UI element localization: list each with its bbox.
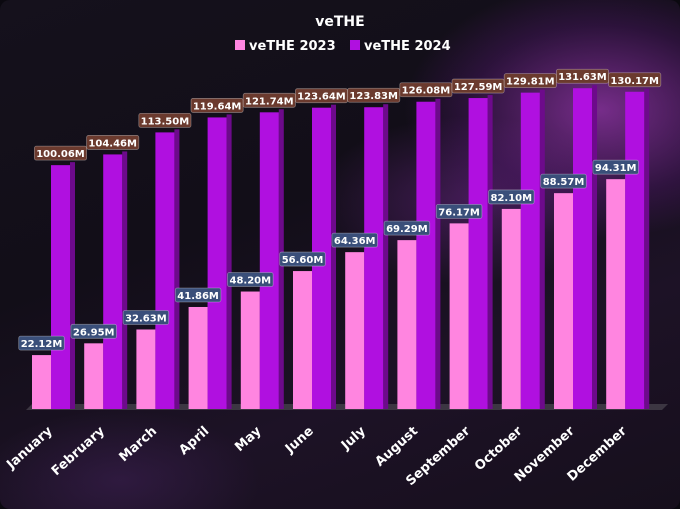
bar-side xyxy=(539,89,545,409)
bar-side xyxy=(174,129,180,409)
data-label: 94.31M xyxy=(595,163,637,174)
bar xyxy=(32,355,51,409)
data-label: 56.60M xyxy=(282,255,324,266)
data-label: 88.57M xyxy=(543,177,585,188)
bar xyxy=(136,329,156,409)
data-label: 32.63M xyxy=(125,313,167,324)
legend: veTHE 2023 veTHE 2024 xyxy=(235,39,451,54)
data-label: 100.06M xyxy=(36,149,85,160)
bar xyxy=(468,98,488,409)
data-label-box xyxy=(451,78,505,94)
x-tick-label: April xyxy=(176,424,212,458)
legend-label-2024: veTHE 2024 xyxy=(364,39,451,54)
data-label: 130.17M xyxy=(610,76,659,87)
bar-side xyxy=(331,104,336,409)
data-label-box xyxy=(608,72,662,88)
data-label: 119.64M xyxy=(193,101,242,112)
data-label: 131.63M xyxy=(558,72,607,83)
bar-side xyxy=(487,95,493,409)
data-label: 123.64M xyxy=(297,92,346,103)
data-label: 48.20M xyxy=(230,276,272,287)
data-label-box xyxy=(227,272,274,287)
data-label: 113.50M xyxy=(141,116,190,127)
data-label-box xyxy=(18,335,65,351)
data-label: 64.36M xyxy=(334,236,376,247)
data-label: 126.08M xyxy=(402,86,451,97)
data-labels: 22.12M 100.06M 26.95M 104.46M 32.63M 113.50M 4… xyxy=(18,68,662,351)
data-label-box xyxy=(279,251,326,267)
x-tick-label: March xyxy=(117,424,161,465)
data-label: 41.86M xyxy=(177,291,219,302)
bar xyxy=(625,91,645,410)
legend-swatch-2023 xyxy=(235,40,245,50)
x-tick-label: January xyxy=(3,423,56,472)
data-label-box xyxy=(347,87,401,103)
bar xyxy=(501,208,521,409)
bar xyxy=(416,101,436,409)
data-label-box xyxy=(138,112,192,128)
bar xyxy=(84,343,104,409)
bar xyxy=(573,88,592,409)
data-label: 129.81M xyxy=(506,77,555,88)
data-label: 69.29M xyxy=(386,224,428,235)
data-label-box xyxy=(331,232,378,248)
bar xyxy=(103,154,123,409)
legend-label-2023: veTHE 2023 xyxy=(249,39,336,54)
chart-title: veTHE xyxy=(315,14,364,30)
x-tick-label: February xyxy=(49,423,108,479)
data-label-box xyxy=(488,189,535,205)
bar xyxy=(155,132,175,409)
bar-side xyxy=(226,114,232,409)
data-label-box xyxy=(174,287,222,303)
data-label-box xyxy=(190,98,244,113)
x-tick-label: August xyxy=(373,424,422,470)
data-label: 82.10M xyxy=(491,193,533,204)
data-label-box xyxy=(122,310,170,325)
bar xyxy=(364,107,384,409)
bar xyxy=(449,223,469,409)
bar-side xyxy=(435,98,441,409)
data-label: 123.83M xyxy=(349,91,398,102)
bar-side xyxy=(592,85,597,409)
bar xyxy=(207,117,227,409)
bar xyxy=(397,240,417,409)
x-tick-label: June xyxy=(282,424,317,457)
data-label-box xyxy=(592,159,639,175)
data-label: 22.12M xyxy=(21,339,63,350)
data-label-box xyxy=(70,323,117,339)
bar xyxy=(554,193,573,409)
bar-side xyxy=(122,151,128,409)
data-label: 104.46M xyxy=(88,138,137,149)
bar xyxy=(240,291,260,409)
data-label-box xyxy=(383,220,431,236)
bar xyxy=(606,179,626,409)
x-tick-label: October xyxy=(472,423,526,474)
bar xyxy=(259,112,279,409)
bar xyxy=(293,271,312,409)
bar-side xyxy=(383,104,389,409)
bar xyxy=(51,165,70,409)
data-label-box xyxy=(34,145,88,161)
x-tick-label: May xyxy=(232,423,265,454)
x-tick-label: July xyxy=(338,423,369,453)
legend-swatch-2024 xyxy=(350,40,360,50)
data-label: 76.17M xyxy=(438,207,480,218)
bar-side xyxy=(70,162,75,409)
data-label: 121.74M xyxy=(245,96,294,107)
data-label-box xyxy=(86,135,140,150)
bar xyxy=(188,306,208,409)
bar xyxy=(345,252,365,409)
bar xyxy=(520,92,540,409)
data-label: 127.59M xyxy=(454,82,503,93)
data-label-box xyxy=(540,173,587,189)
bar-side xyxy=(644,88,650,410)
data-label-box xyxy=(435,203,483,219)
data-label: 26.95M xyxy=(73,327,115,338)
